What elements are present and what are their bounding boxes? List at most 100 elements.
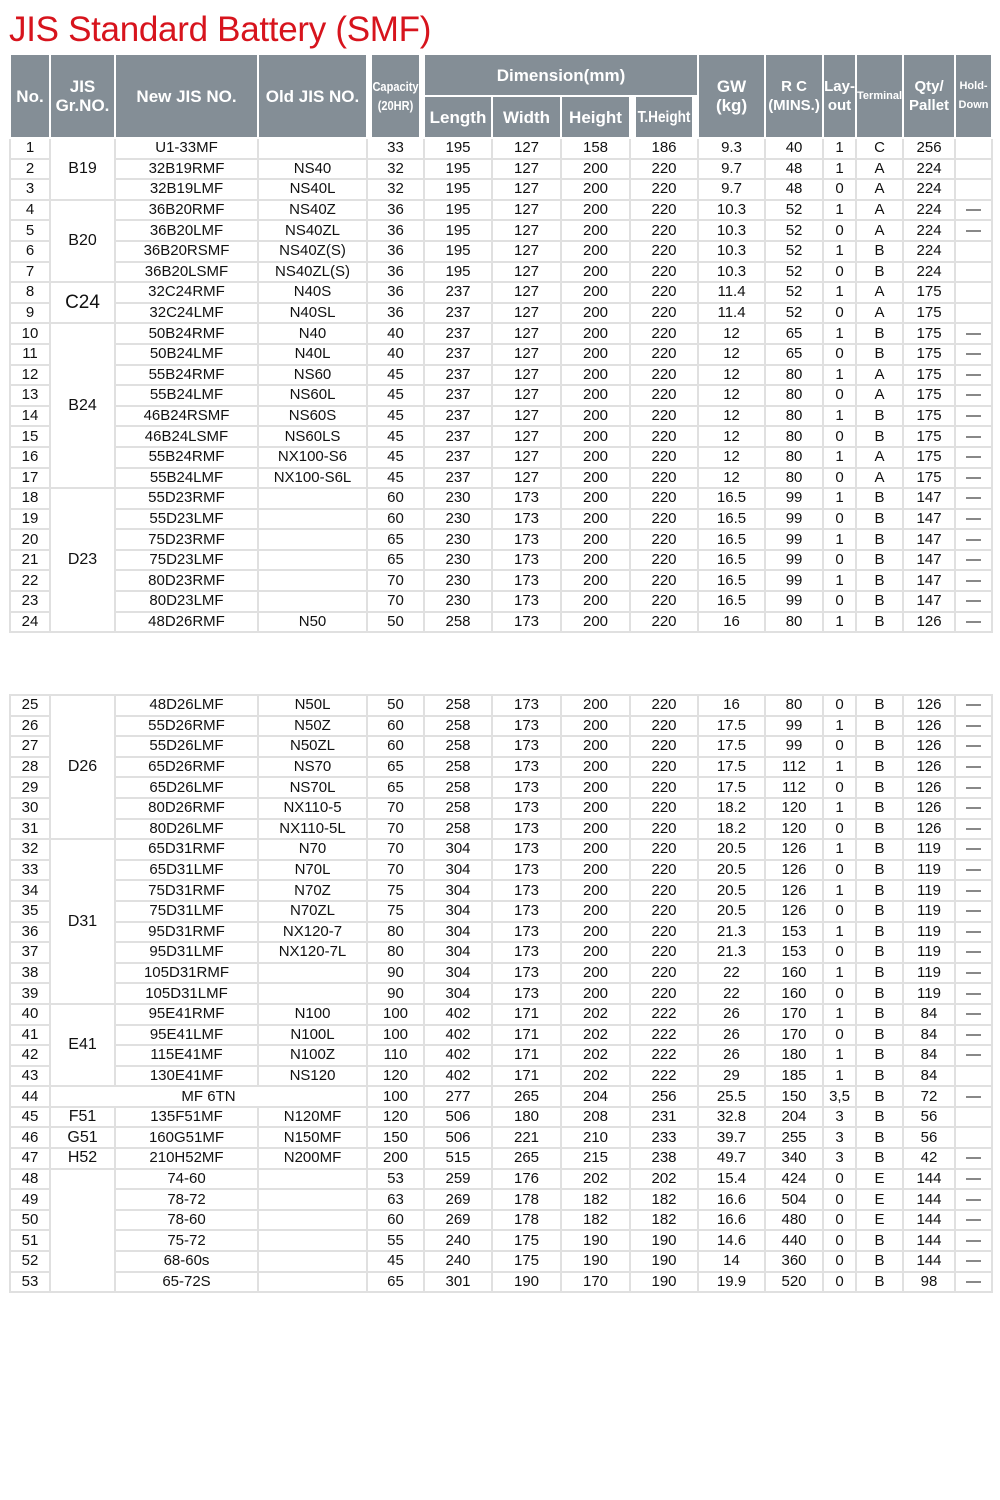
cell-no: 39 [9,982,51,1005]
cell-old-jis: NS60L [257,384,368,407]
cell-hold: — [954,920,993,944]
cell-qty: 147 [902,528,957,551]
cell-width: 173 [491,982,562,1005]
cell-rc: 52 [764,198,825,222]
group-cell: D23 [49,487,116,634]
cell-capacity: 60 [366,507,425,531]
cell-capacity: 36 [366,219,425,242]
cell-t-height: 220 [628,178,700,201]
cell-t-height: 220 [628,281,700,304]
table-row: 5 36B20LMF NS40ZL 36 195 127 200 220 10.3 52 0 A 224… [9,219,994,242]
cell-t-height: 190 [629,1229,699,1253]
cell-gw: 15.4 [697,1167,766,1191]
cell-t-height: 220 [628,548,700,572]
cell-terminal: B [855,899,904,923]
cell-rc: 126 [764,858,824,882]
cell-length: 230 [423,569,493,593]
cell-capacity: 65 [366,528,425,551]
cell-layout: 1 [822,714,857,738]
cell-width: 173 [491,507,562,531]
cell-length: 258 [423,610,493,634]
table-row: 10 B24 50B24RMF N40 40 237 127 200 220 12 65 1 B 175— [9,322,994,490]
cell-length: 230 [423,528,493,551]
table-row: 17 55B24LMF NX100-S6L 45 237 127 200 220 12 80 0 A 1… [9,466,994,490]
cell-new-jis: 105D31RMF [114,961,259,985]
cell-height: 200 [560,714,631,738]
cell-rc: 40 [764,137,825,160]
cell-length: 258 [423,714,493,738]
cell-old-jis: N50ZL [257,735,368,758]
cell-no: 13 [9,384,51,407]
cell-width: 127 [491,281,562,304]
cell-gw: 26 [697,1044,766,1067]
cell-height: 200 [560,755,631,779]
cell-width: 265 [491,1147,562,1170]
cell-qty: 119 [902,899,956,923]
cell-hold: — [954,961,993,985]
cell-layout: 1 [822,610,858,634]
cell-t-height: 220 [628,219,700,242]
cell-new-jis: 55B24LMF [114,384,259,407]
cell-width: 171 [491,1064,562,1088]
cell-rc: 340 [764,1147,824,1170]
cell-qty: 84 [902,1023,956,1047]
cell-capacity: 45 [366,404,425,428]
cell-hold: — [954,363,994,387]
cell-hold [954,1105,993,1129]
cell-layout: 0 [822,342,858,366]
cell-hold [954,1064,993,1088]
table-row: 26 55D26RMF N50Z 60 258 173 200 220 17.5 99 1 B 126— [9,714,993,738]
cell-old-jis: NS70 [257,755,368,779]
cell-terminal: B [855,1270,904,1294]
cell-hold: — [954,1167,993,1191]
cell-gw: 29 [697,1064,766,1088]
table-row: 41 95E41LMF N100L 100 402 171 202 222 26 170 0 B 84— [9,1023,993,1047]
cell-height: 200 [560,322,631,345]
cell-no: 44 [9,1085,51,1108]
cell-hold: — [954,1147,993,1170]
header-gw: GW (kg) [697,53,767,139]
cell-terminal: B [855,322,905,345]
cell-layout: 1 [822,879,857,902]
cell-capacity: 70 [366,817,425,841]
cell-t-height: 220 [628,487,700,510]
cell-gw: 16 [697,610,767,634]
cell-rc: 126 [764,838,824,861]
cell-rc: 520 [764,1270,824,1294]
cell-layout: 1 [822,322,858,345]
cell-terminal: B [855,755,904,779]
cell-new-jis: 78-72 [114,1188,259,1211]
group-cell: F51 [49,1105,116,1129]
cell-rc: 48 [764,178,825,201]
cell-no: 6 [9,239,51,263]
cell-gw: 10.3 [697,198,767,222]
cell-length: 402 [423,1002,493,1026]
table-row: 9 32C24LMF N40SL 36 237 127 200 220 11.4 52 0 A 175 [9,301,994,325]
cell-length: 304 [423,838,493,861]
cell-qty: 126 [902,610,957,634]
cell-no: 20 [9,528,51,551]
cell-layout: 0 [822,548,858,572]
cell-new-jis: 80D23RMF [114,569,259,593]
cell-t-height: 220 [628,384,700,407]
cell-width: 173 [491,858,562,882]
cell-terminal: A [855,157,905,181]
table-row: 46 G51 160G51MF N150MF 150 506 221 210 233 39.7 25… [9,1126,993,1150]
cell-hold: — [954,219,994,242]
cell-old-jis: NS40ZL [257,219,368,242]
cell-rc: 504 [764,1188,824,1211]
cell-new-jis: 65D31LMF [114,858,259,882]
cell-qty: 147 [902,590,957,613]
cell-no: 38 [9,961,51,985]
cell-terminal: A [855,384,905,407]
cell-height: 182 [560,1208,631,1232]
cell-width: 127 [491,178,562,201]
cell-no: 14 [9,404,51,428]
table-row: 22 80D23RMF 70 230 173 200 220 16.5 99 1 B 147— [9,569,994,593]
cell-hold [954,1126,993,1150]
cell-new-jis: 46B24RSMF [114,404,259,428]
cell-layout: 0 [822,858,857,882]
cell-old-jis: N100Z [257,1044,368,1067]
cell-height: 200 [560,260,631,284]
cell-width: 127 [491,404,562,428]
